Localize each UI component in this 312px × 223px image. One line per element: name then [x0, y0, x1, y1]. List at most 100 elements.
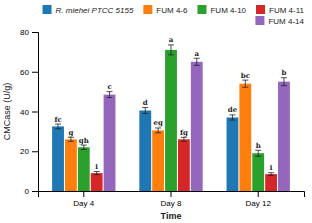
error-bar [68, 137, 74, 141]
axis-line [32, 33, 39, 192]
legend-swatch [197, 5, 206, 14]
legend-label: FUM 4-10 [210, 6, 246, 15]
bar [152, 130, 164, 191]
series [104, 58, 290, 191]
bar [91, 173, 103, 191]
error-bar [55, 124, 61, 129]
tick-label: Day 8 [161, 199, 182, 208]
legend-label: FUM 4-6 [156, 6, 188, 15]
tick-label: 40 [20, 108, 29, 117]
error-bar [107, 92, 113, 98]
series [65, 80, 251, 191]
tick: 20 [20, 147, 38, 156]
error-bar [242, 80, 248, 87]
tick-mark [32, 72, 38, 73]
bar [165, 50, 177, 191]
tick-label: 80 [20, 28, 29, 37]
annotation: i [95, 162, 98, 171]
axis-line [39, 192, 305, 198]
tick-mark [32, 191, 38, 192]
annotation: d [143, 98, 148, 107]
legend-label: R. miehei PTCC 5155 [56, 6, 134, 15]
tick-mark [32, 112, 38, 113]
tick-label: Day 4 [73, 199, 94, 208]
y-axis: 0 20 40 60 80 [20, 28, 38, 196]
annotation: g [68, 128, 73, 137]
tick: 0 [25, 187, 38, 196]
annotation: c [107, 82, 111, 91]
annotation: h [256, 141, 261, 150]
tick-mark [32, 151, 38, 152]
annotation: a [194, 49, 199, 58]
x-axis-title: Time [161, 211, 182, 221]
marks [52, 45, 290, 191]
tick: 80 [20, 28, 38, 37]
error-bar [155, 128, 161, 133]
bar [78, 147, 90, 191]
error-bar [94, 172, 100, 175]
legend-item: R. miehei PTCC 5155 [43, 5, 134, 15]
error-bar [168, 45, 174, 55]
tick: Day 8 [161, 191, 182, 208]
plot-area: 020406080Day 4Day 8Day 12fcddegegbcghahi… [20, 28, 304, 208]
tick: 40 [20, 108, 38, 117]
tick-mark [83, 191, 84, 197]
bar [104, 95, 116, 191]
bar [52, 126, 64, 191]
annotation: bc [241, 71, 250, 80]
tick-mark [258, 191, 259, 197]
tick-mark [171, 191, 172, 197]
tick: Day 12 [246, 191, 272, 208]
legend-swatch [255, 16, 264, 25]
bar [227, 117, 239, 191]
legend-swatch [143, 5, 152, 14]
tick: 60 [20, 68, 38, 77]
annotation: de [228, 105, 238, 114]
error-bar [229, 115, 235, 120]
bar [178, 139, 190, 191]
series [91, 137, 277, 191]
bar [139, 111, 151, 191]
legend-item: FUM 4-10 [197, 5, 246, 15]
y-axis-title: CMCase (U/g) [2, 83, 12, 141]
series [52, 108, 238, 191]
bar [191, 62, 203, 191]
chart: R. miehei PTCC 5155 FUM 4-6 FUM 4-10 FUM 4-… [0, 0, 312, 223]
tick-label: 60 [20, 68, 29, 77]
legend-label: FUM 4-11 [269, 6, 305, 15]
annotation: fg [180, 128, 188, 137]
error-bar [194, 58, 200, 65]
error-bar [255, 150, 261, 156]
annotation: fc [54, 115, 61, 124]
annotation: eg [153, 118, 162, 127]
legend-swatch [256, 5, 265, 14]
legend-item: FUM 4-14 [255, 16, 304, 26]
legend-label: FUM 4-14 [268, 17, 304, 26]
error-bar [81, 145, 87, 149]
annotation: a [169, 35, 174, 44]
legend: R. miehei PTCC 5155 FUM 4-6 FUM 4-10 FUM 4-… [43, 5, 305, 26]
tick-label: 0 [25, 187, 30, 196]
legend-item: FUM 4-6 [143, 5, 188, 15]
bar [278, 82, 290, 191]
legend-item: FUM 4-11 [256, 5, 305, 15]
error-bar [181, 137, 187, 141]
tick-label: 20 [20, 147, 29, 156]
error-bar [281, 78, 287, 86]
annotation: b [282, 68, 287, 77]
annotations: fc d de g eg bc gh a h i fg i c a b [54, 35, 286, 172]
bar [252, 153, 264, 191]
bar [65, 139, 77, 191]
tick: Day 4 [73, 191, 94, 208]
error-bar [268, 173, 274, 176]
annotation: gh [79, 136, 89, 145]
bar [239, 84, 251, 191]
series [78, 45, 264, 191]
x-axis: Day 4 Day 8 Day 12 [39, 191, 305, 208]
annotation: i [270, 163, 273, 172]
tick-mark [32, 32, 38, 33]
error-bar [142, 108, 148, 114]
bar [265, 174, 277, 191]
tick-label: Day 12 [246, 199, 272, 208]
legend-swatch [43, 5, 52, 14]
